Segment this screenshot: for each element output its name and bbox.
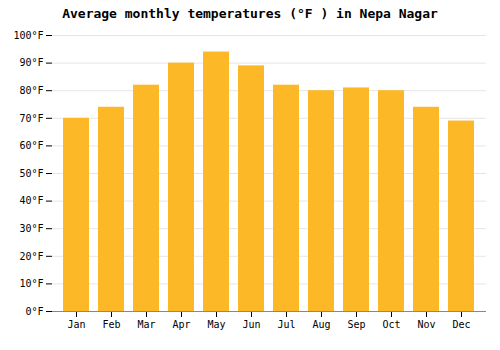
svg-text:0°F: 0°F bbox=[25, 306, 43, 317]
svg-text:Mar: Mar bbox=[137, 319, 155, 330]
html-text:Average monthly temperatures (: Average monthly temperatures (°F ) in Ne… bbox=[62, 6, 438, 21]
svg-text:Nov: Nov bbox=[417, 319, 435, 330]
svg-text:80°F: 80°F bbox=[19, 85, 43, 96]
svg-text:Feb: Feb bbox=[102, 319, 120, 330]
svg-text:Oct: Oct bbox=[382, 319, 400, 330]
svg-text:Jul: Jul bbox=[277, 319, 295, 330]
svg-text:Jun: Jun bbox=[242, 319, 260, 330]
svg-text:70°F: 70°F bbox=[19, 113, 43, 124]
svg-text:10°F: 10°F bbox=[19, 278, 43, 289]
svg-text:40°F: 40°F bbox=[19, 195, 43, 206]
svg-text:May: May bbox=[207, 319, 225, 330]
svg-text:Jan: Jan bbox=[67, 319, 85, 330]
svg-text:50°F: 50°F bbox=[19, 168, 43, 179]
svg-text:20°F: 20°F bbox=[19, 251, 43, 262]
svg-text:Dec: Dec bbox=[452, 319, 470, 330]
svg-text:90°F: 90°F bbox=[19, 57, 43, 68]
svg-text:100°F: 100°F bbox=[13, 30, 43, 41]
svg-text:30°F: 30°F bbox=[19, 223, 43, 234]
svg-text:Aug: Aug bbox=[312, 319, 330, 330]
svg-text:Apr: Apr bbox=[172, 319, 190, 330]
svg-text:60°F: 60°F bbox=[19, 140, 43, 151]
svg-text:Sep: Sep bbox=[347, 319, 365, 330]
